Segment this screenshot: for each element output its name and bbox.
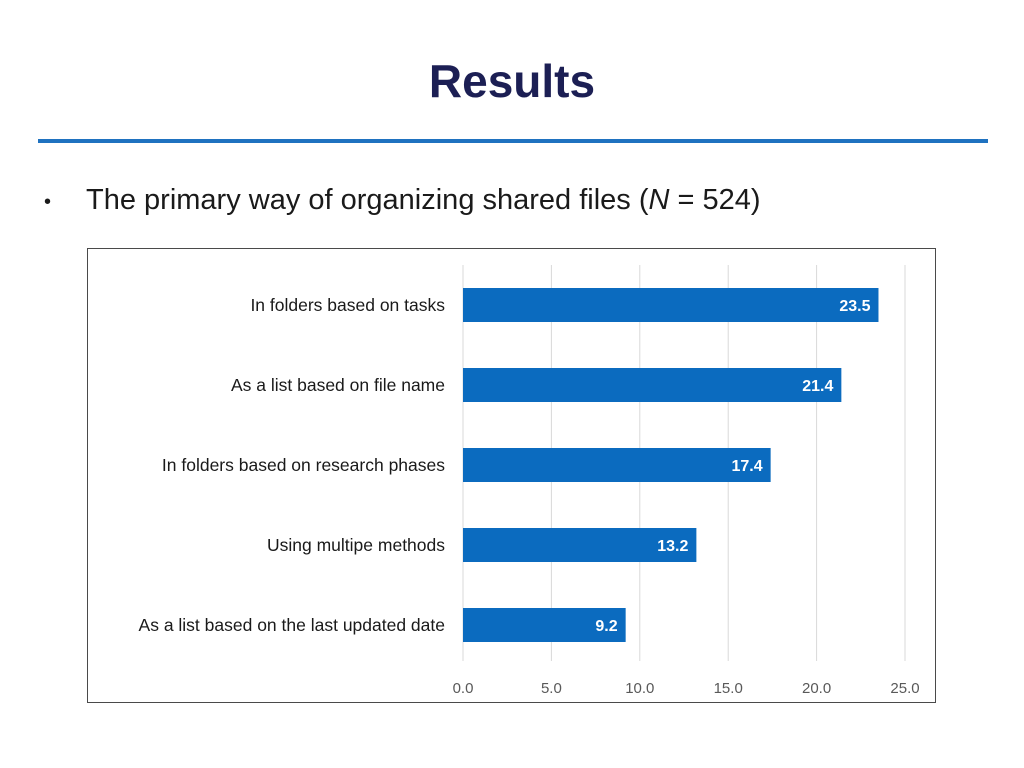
bar-value-label: 13.2 [657, 538, 688, 555]
bar [463, 608, 626, 642]
bar [463, 528, 697, 562]
bar-value-label: 23.5 [839, 298, 870, 315]
bullet-text-after: = 524) [669, 184, 761, 216]
category-label: In folders based on research phases [162, 455, 445, 475]
bar-value-label: 9.2 [595, 618, 617, 635]
category-label: As a list based on file name [231, 375, 445, 395]
category-label: Using multipe methods [267, 535, 445, 555]
bar [463, 368, 842, 402]
x-tick-label: 25.0 [890, 680, 919, 697]
x-tick-label: 20.0 [802, 680, 831, 697]
x-tick-label: 10.0 [625, 680, 654, 697]
category-label: As a list based on the last updated date [139, 615, 445, 635]
bar [463, 288, 879, 322]
category-label: In folders based on tasks [250, 295, 445, 315]
x-tick-label: 0.0 [453, 680, 474, 697]
x-tick-label: 15.0 [714, 680, 743, 697]
bullet-text-before: The primary way of organizing shared fil… [86, 184, 649, 216]
bar-chart: 23.5 In folders based on tasks 21.4 As a li… [139, 265, 920, 697]
bar-value-label: 21.4 [802, 378, 833, 395]
x-tick-label: 5.0 [541, 680, 562, 697]
chart-frame: 23.5 In folders based on tasks 21.4 As a li… [87, 248, 936, 703]
bar-value-label: 17.4 [731, 458, 762, 475]
title-divider [38, 139, 988, 143]
bullet-text-italic: N [648, 184, 670, 216]
slide-title: Results [428, 55, 596, 107]
bar [463, 448, 771, 482]
bullet-text: The primary way of organizing shared fil… [86, 180, 761, 220]
bullet-marker: • [44, 191, 52, 213]
